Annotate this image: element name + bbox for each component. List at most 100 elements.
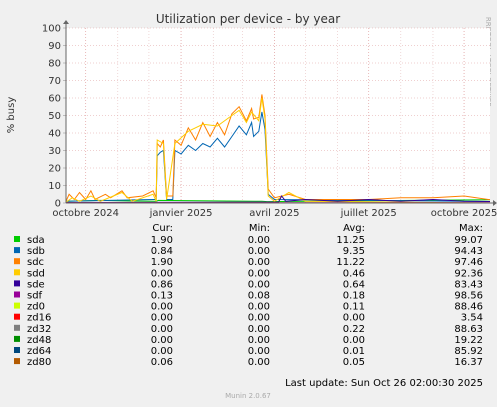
- series-line-sde: [65, 195, 491, 203]
- legend-value: 0.01: [343, 346, 365, 357]
- y-tick-label: 50: [48, 111, 61, 122]
- legend-value: 92.36: [454, 268, 483, 279]
- legend-swatch-zd48: [14, 335, 20, 342]
- legend-name-zd16: zd16: [27, 313, 51, 324]
- y-tick-label: 100: [42, 24, 61, 35]
- legend-swatch-sda: [14, 236, 20, 242]
- legend-value: 0.00: [248, 302, 270, 313]
- legend-swatch-sdb: [14, 247, 20, 254]
- plot-area: 0 10 20 30 40 50 60 70 80 90 100 octobre 2024 janvie…: [42, 20, 497, 219]
- series-line-sdd: [65, 97, 491, 204]
- legend-name-sdd: sdd: [27, 268, 45, 279]
- y-tick-label: 0: [55, 199, 61, 210]
- legend-value: 0.13: [151, 291, 173, 302]
- y-tick-label: 30: [48, 146, 61, 157]
- legend-value: 1.90: [151, 257, 173, 268]
- legend-value: 0.00: [248, 257, 270, 268]
- legend-value: 9.35: [343, 246, 365, 257]
- x-tick-label: janvier 2025: [149, 208, 213, 219]
- y-axis-label: % busy: [6, 97, 17, 134]
- legend-value: 97.46: [454, 257, 483, 268]
- legend-value: 0.11: [343, 302, 365, 313]
- legend-value: 99.07: [454, 235, 483, 246]
- legend-header: Cur:: [152, 223, 173, 234]
- legend-value: 0.00: [248, 313, 270, 324]
- legend-value: 0.00: [248, 357, 270, 368]
- munin-footer: Munin 2.0.67: [225, 392, 271, 400]
- legend-swatch-sdd: [14, 269, 20, 276]
- legend-value: 0.64: [343, 279, 365, 290]
- y-tick-label: 10: [48, 181, 61, 192]
- legend-value: 94.43: [454, 246, 483, 257]
- legend-value: 0.00: [248, 324, 270, 335]
- legend-name-sdc: sdc: [27, 257, 44, 268]
- legend-value: 11.25: [336, 235, 365, 246]
- legend-swatch-zd80: [14, 358, 20, 365]
- y-axis-arrow: [63, 20, 69, 24]
- legend-value: 0.84: [151, 246, 173, 257]
- legend-value: 85.92: [454, 346, 483, 357]
- legend-value: 0.22: [343, 324, 365, 335]
- legend-value: 98.56: [454, 291, 483, 302]
- legend-value: 0.00: [151, 268, 173, 279]
- legend-name-zd32: zd32: [27, 324, 51, 335]
- legend-name-sdf: sdf: [27, 291, 43, 302]
- legend-value: 0.00: [248, 346, 270, 357]
- legend-value: 0.00: [248, 335, 270, 346]
- legend-value: 0.00: [151, 313, 173, 324]
- legend-name-sda: sda: [27, 235, 45, 246]
- legend-swatch-sde: [14, 280, 20, 287]
- legend-name-zd80: zd80: [27, 357, 51, 368]
- legend-value: 0.00: [248, 235, 270, 246]
- legend-value: 0.00: [343, 313, 365, 324]
- legend-value: 0.00: [151, 302, 173, 313]
- legend-name-sdb: sdb: [27, 246, 45, 257]
- x-tick-label: octobre 2024: [52, 208, 119, 219]
- x-tick-label: octobre 2025: [431, 208, 497, 219]
- y-tick-label: 80: [48, 59, 61, 70]
- legend-value: 0.06: [151, 357, 173, 368]
- legend-value: 88.63: [454, 324, 483, 335]
- legend-swatch-sdc: [14, 258, 20, 265]
- legend-value: 88.46: [454, 302, 483, 313]
- legend-value: 0.00: [248, 246, 270, 257]
- y-tick-label: 60: [48, 94, 61, 105]
- legend-value: 0.86: [151, 279, 173, 290]
- y-tick-label: 40: [48, 129, 61, 140]
- legend-name-zd64: zd64: [27, 346, 51, 357]
- legend-value: 0.00: [151, 324, 173, 335]
- legend-value: 11.22: [336, 257, 365, 268]
- legend-name-zd0: zd0: [27, 302, 45, 313]
- legend-value: 19.22: [454, 335, 483, 346]
- legend-value: 83.43: [454, 279, 483, 290]
- legend-value: 0.00: [343, 335, 365, 346]
- legend-value: 0.00: [248, 268, 270, 279]
- legend-name-zd48: zd48: [27, 335, 51, 346]
- y-tick-label: 70: [48, 76, 61, 87]
- x-tick-label: avril 2025: [249, 208, 299, 219]
- legend-value: 0.05: [343, 357, 365, 368]
- plot-background: [66, 28, 490, 203]
- legend-header: Min:: [249, 223, 270, 234]
- legend-name-sde: sde: [27, 279, 45, 290]
- legend-header: Avg:: [343, 223, 365, 234]
- legend-value: 0.00: [151, 335, 173, 346]
- chart-title: Utilization per device - by year: [156, 12, 340, 26]
- legend: Cur: Min: Avg: Max:sda 1.90 0.00 11.25 99.07sdb…: [14, 223, 483, 368]
- series-line-sdb: [65, 111, 491, 202]
- legend-swatch-zd0: [14, 302, 20, 309]
- x-tick-label: juillet 2025: [340, 208, 397, 219]
- legend-value: 1.90: [151, 235, 173, 246]
- legend-value: 0.46: [343, 268, 365, 279]
- legend-swatch-zd16: [14, 313, 20, 320]
- legend-value: 16.37: [454, 357, 483, 368]
- legend-swatch-zd64: [14, 347, 20, 353]
- legend-value: 0.00: [248, 279, 270, 290]
- last-update: Last update: Sun Oct 26 02:00:30 2025: [285, 378, 483, 389]
- y-tick-label: 90: [48, 41, 61, 52]
- legend-value: 0.08: [248, 291, 270, 302]
- x-axis-arrow: [493, 200, 497, 206]
- legend-value: 0.18: [343, 291, 365, 302]
- legend-value: 0.00: [151, 346, 173, 357]
